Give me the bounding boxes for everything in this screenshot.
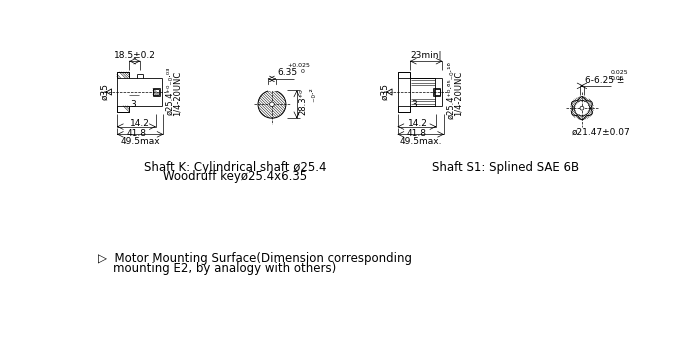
Text: 0.025
0.05: 0.025 0.05 xyxy=(610,70,629,81)
Bar xyxy=(410,78,435,106)
Text: Shaft K: Cylindrical shaft ø25.4: Shaft K: Cylindrical shaft ø25.4 xyxy=(144,161,326,173)
Bar xyxy=(117,72,130,78)
Text: 6.35: 6.35 xyxy=(277,68,297,77)
Polygon shape xyxy=(268,85,276,90)
Text: ø25.4⁺⁰⋅⁶⁵₋₀⋅¹⁶: ø25.4⁺⁰⋅⁶⁵₋₀⋅¹⁶ xyxy=(447,62,455,119)
Text: ø35: ø35 xyxy=(381,84,390,100)
Text: 1/4-20UNC: 1/4-20UNC xyxy=(173,71,182,116)
Bar xyxy=(398,72,410,78)
Bar xyxy=(153,89,159,95)
Text: 18.5±0.2: 18.5±0.2 xyxy=(114,51,155,60)
Text: 6-6.25 ±: 6-6.25 ± xyxy=(585,76,624,85)
Text: 14.2: 14.2 xyxy=(407,119,428,128)
Text: ø21.47±0.07: ø21.47±0.07 xyxy=(572,127,631,136)
Text: 3: 3 xyxy=(130,100,136,109)
Circle shape xyxy=(270,102,274,107)
Text: 41.8: 41.8 xyxy=(126,129,146,138)
Text: mounting E2, by analogy with others): mounting E2, by analogy with others) xyxy=(98,262,337,275)
Text: ▷  Motor Mounting Surface(Dimension corresponding: ▷ Motor Mounting Surface(Dimension corre… xyxy=(98,252,412,265)
Text: Woodruff keyø25.4x6.35: Woodruff keyø25.4x6.35 xyxy=(162,170,307,183)
Text: 41.8: 41.8 xyxy=(407,129,427,138)
Text: 28.3⁺⁰
     ₋₀⋅²: 28.3⁺⁰ ₋₀⋅² xyxy=(298,88,318,115)
Text: Shaft S1: Splined SAE 6B: Shaft S1: Splined SAE 6B xyxy=(433,161,580,173)
Bar xyxy=(117,106,130,112)
Bar xyxy=(433,89,440,95)
Text: 1/4-20UNC: 1/4-20UNC xyxy=(454,71,462,116)
Text: ø25.4⁺⁰₋₀⋅⁰³: ø25.4⁺⁰₋₀⋅⁰³ xyxy=(166,66,175,115)
Text: ø35: ø35 xyxy=(100,84,109,100)
Text: 3: 3 xyxy=(412,100,417,109)
Text: +0.025
       0: +0.025 0 xyxy=(288,63,310,74)
Circle shape xyxy=(580,106,584,110)
Text: 14.2: 14.2 xyxy=(130,119,149,128)
Text: 49.5max.: 49.5max. xyxy=(400,137,442,146)
Bar xyxy=(398,106,410,112)
Text: 49.5max: 49.5max xyxy=(120,137,160,146)
Text: 23min|: 23min| xyxy=(410,51,442,60)
